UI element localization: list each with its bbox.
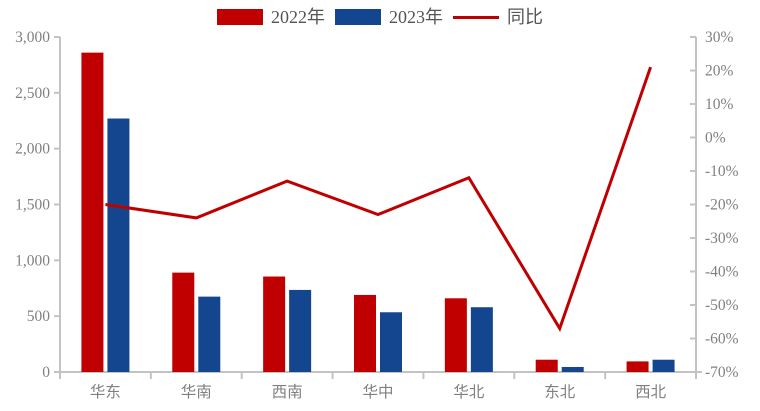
legend-item-2023: 2023年: [335, 8, 443, 26]
bar-2023年-华东: [107, 118, 130, 373]
left-axis-tick-label: 1,500: [15, 197, 50, 214]
left-axis-tick-label: 3,000: [15, 29, 50, 46]
legend-swatch-2022: [217, 9, 263, 25]
bar-2023年-西南: [289, 289, 312, 372]
bar-2022年-东北: [535, 359, 558, 372]
legend-label-2022: 2022年: [271, 7, 325, 27]
bar-2022年-华东: [81, 52, 104, 373]
left-axis-tick-label: 2,000: [15, 141, 50, 158]
left-axis-tick-label: 500: [27, 308, 51, 325]
left-axis-tick-label: 0: [42, 364, 50, 381]
bar-2022年-华北: [444, 298, 467, 372]
right-axis-tick-label: 30%: [705, 29, 734, 46]
yoy-line: [105, 66, 652, 332]
legend-label-yoy: 同比: [507, 7, 543, 27]
bar-2023年-华中: [380, 312, 402, 372]
bar-2022年-西北: [626, 361, 649, 372]
x-axis-category-label: 西南: [272, 383, 303, 401]
right-axis-tick-label: -50%: [705, 297, 739, 314]
x-axis-category-label: 东北: [544, 383, 576, 401]
chart-legend: 2022年 2023年 同比: [0, 5, 760, 29]
bar-2023年-华南: [198, 296, 221, 372]
bar-2022年-西南: [263, 276, 286, 372]
legend-line-swatch-yoy: [453, 15, 499, 19]
right-axis-tick-label: -30%: [705, 230, 739, 247]
x-axis-category-label: 华中: [362, 383, 393, 401]
right-axis-tick-label: -20%: [705, 197, 739, 214]
bar-2022年-华中: [354, 294, 376, 372]
left-axis-tick-label: 1,000: [15, 252, 50, 269]
bar-2022年-华南: [172, 272, 195, 372]
x-axis-category-label: 华北: [453, 383, 485, 401]
legend-item-yoy: 同比: [453, 8, 543, 26]
bar-2023年-东北: [561, 366, 584, 372]
legend-item-2022: 2022年: [217, 8, 325, 26]
legend-swatch-2023: [335, 9, 381, 25]
bar-2023年-华北: [470, 307, 493, 372]
x-axis-category-label: 华南: [181, 383, 212, 401]
right-axis-tick-label: -10%: [705, 163, 739, 180]
right-axis-tick-label: 0%: [705, 130, 726, 147]
legend-label-2023: 2023年: [389, 7, 443, 27]
right-axis-tick-label: 20%: [705, 63, 734, 80]
x-axis-category-label: 华东: [90, 383, 121, 401]
right-axis-tick-label: -60%: [705, 331, 739, 348]
x-axis-category-label: 西北: [635, 383, 667, 401]
right-axis-tick-label: 10%: [705, 96, 734, 113]
right-axis-tick-label: -70%: [705, 364, 739, 381]
left-axis-tick-label: 2,500: [15, 85, 50, 102]
bar-2023年-西北: [652, 359, 675, 372]
right-axis-tick-label: -40%: [705, 264, 739, 281]
